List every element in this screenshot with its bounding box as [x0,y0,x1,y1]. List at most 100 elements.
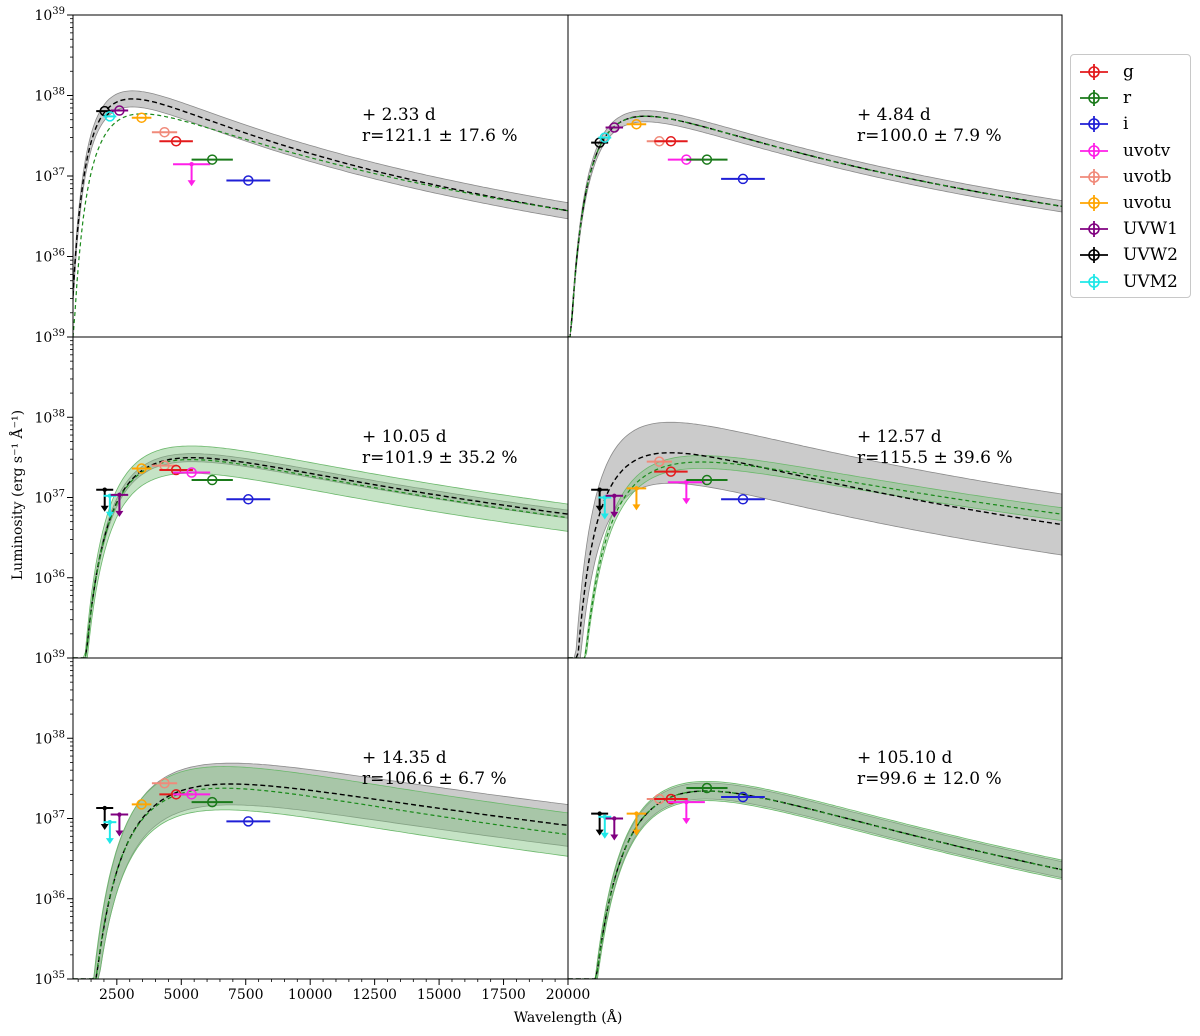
legend-item-r: r [1077,85,1190,111]
tick-exponent: 36 [52,890,65,901]
point-marker [737,173,749,185]
epoch-label: + 10.05 d [362,427,447,447]
panel-4: + 12.57 dr=115.5 ± 39.6 % [567,336,1063,659]
data-point-uvotu [131,463,152,474]
data-point-i [721,791,765,803]
legend-label: uvotu [1123,193,1172,214]
data-point-r [191,154,233,165]
tick-base: 10 [34,410,52,426]
ratio-label: r=99.6 ± 12.0 % [857,769,1002,789]
panel-6: + 105.10 dr=99.6 ± 12.0 % [567,657,1063,980]
legend-marker-icon [1080,273,1108,290]
model-curve [568,115,1062,337]
point-marker [654,456,665,467]
upper-limit-arrow [595,505,604,512]
x-tick-label: 2500 [99,987,135,1003]
x-tick-label: 15000 [417,987,462,1003]
legend-item-UVW1: UVW1 [1077,216,1190,242]
tick-base: 10 [34,571,52,587]
tick-base: 10 [34,731,52,747]
ratio-label: r=106.6 ± 6.7 % [362,769,507,789]
upper-limit-arrow [105,838,114,845]
upper-limit-point [684,799,689,805]
point-marker [701,474,713,486]
point-marker [159,777,170,789]
x-tick-label: 5000 [163,987,199,1003]
point-marker [701,782,713,794]
point-marker [136,463,147,474]
legend-marker-icon [1080,195,1108,212]
ratio-label: r=115.5 ± 39.6 % [857,448,1013,468]
legend-marker-icon [1080,64,1108,81]
panel-5: + 14.35 dr=106.6 ± 6.7 % [72,657,569,980]
legend-circle [1088,118,1100,131]
tick-exponent: 37 [52,489,65,500]
data-point-uvotv [667,480,705,505]
upper-limit-arrow [187,180,196,187]
point-marker [206,796,218,808]
x-tick-label: 10000 [288,987,333,1003]
tick-base: 10 [34,812,52,828]
legend-marker-icon [1080,168,1108,185]
point-marker [159,126,170,138]
upper-limit-point [612,816,617,821]
data-point-UVM2 [598,132,612,143]
legend-label: uvotb [1123,166,1172,187]
legend-item-UVW2: UVW2 [1077,242,1190,268]
tick-exponent: 38 [52,729,65,740]
tick-exponent: 36 [52,248,65,259]
data-point-r [191,796,233,808]
tick-base: 10 [34,8,52,24]
legend-marker-icon [1080,90,1108,107]
model-uncertainty-band [73,453,568,658]
legend-circle [1088,275,1100,288]
model-curve [73,457,568,658]
data-point-uvotb [151,126,178,138]
y-tick-label: 1035 [34,970,65,988]
data-point-UVM2 [103,819,117,845]
legend-label: i [1123,114,1129,135]
y-tick-label: 1036 [34,569,65,587]
fit-curve [568,790,1062,979]
plot-area [568,781,1062,979]
fit-curve [73,459,568,658]
legend-marker-icon [1080,116,1108,133]
data-point-i [721,173,765,185]
legend-circle [1088,171,1100,183]
legend-item-uvotv: uvotv [1077,138,1190,164]
y-tick-label: 1037 [34,810,65,828]
legend-item-uvotb: uvotb [1077,164,1190,190]
legend-circle [1088,92,1100,105]
point-marker [186,467,197,478]
model-uncertainty-band [568,110,1062,337]
tick-exponent: 36 [52,569,65,580]
upper-limit-point [189,162,194,167]
data-point-r [686,154,728,165]
epoch-label: + 4.84 d [857,105,931,125]
panel-1: + 2.33 dr=121.1 ± 17.6 % [72,14,569,338]
data-point-uvotb [646,456,672,467]
data-point-uvotb [151,777,178,789]
point-marker [243,175,254,186]
tick-base: 10 [34,651,52,667]
x-tick-label: 7500 [228,987,264,1003]
y-tick-label: 1039 [34,649,65,667]
upper-limit-arrow [682,498,691,505]
data-point-uvotv [667,799,705,825]
tick-exponent: 37 [52,167,65,178]
model-uncertainty-band [568,782,1062,979]
point-marker [609,122,620,133]
point-marker [701,154,713,165]
legend-item-i: i [1077,111,1190,137]
upper-limit-point [612,493,617,498]
data-point-r [686,474,728,486]
tick-exponent: 38 [52,87,65,98]
data-point-r [191,474,233,486]
ratio-label: r=101.9 ± 35.2 % [362,448,518,468]
x-tick-label: 12500 [352,987,397,1003]
plot-area [568,110,1062,337]
tick-exponent: 38 [52,408,65,419]
upper-limit-arrow [115,510,124,517]
data-point-UVW2 [96,487,114,512]
